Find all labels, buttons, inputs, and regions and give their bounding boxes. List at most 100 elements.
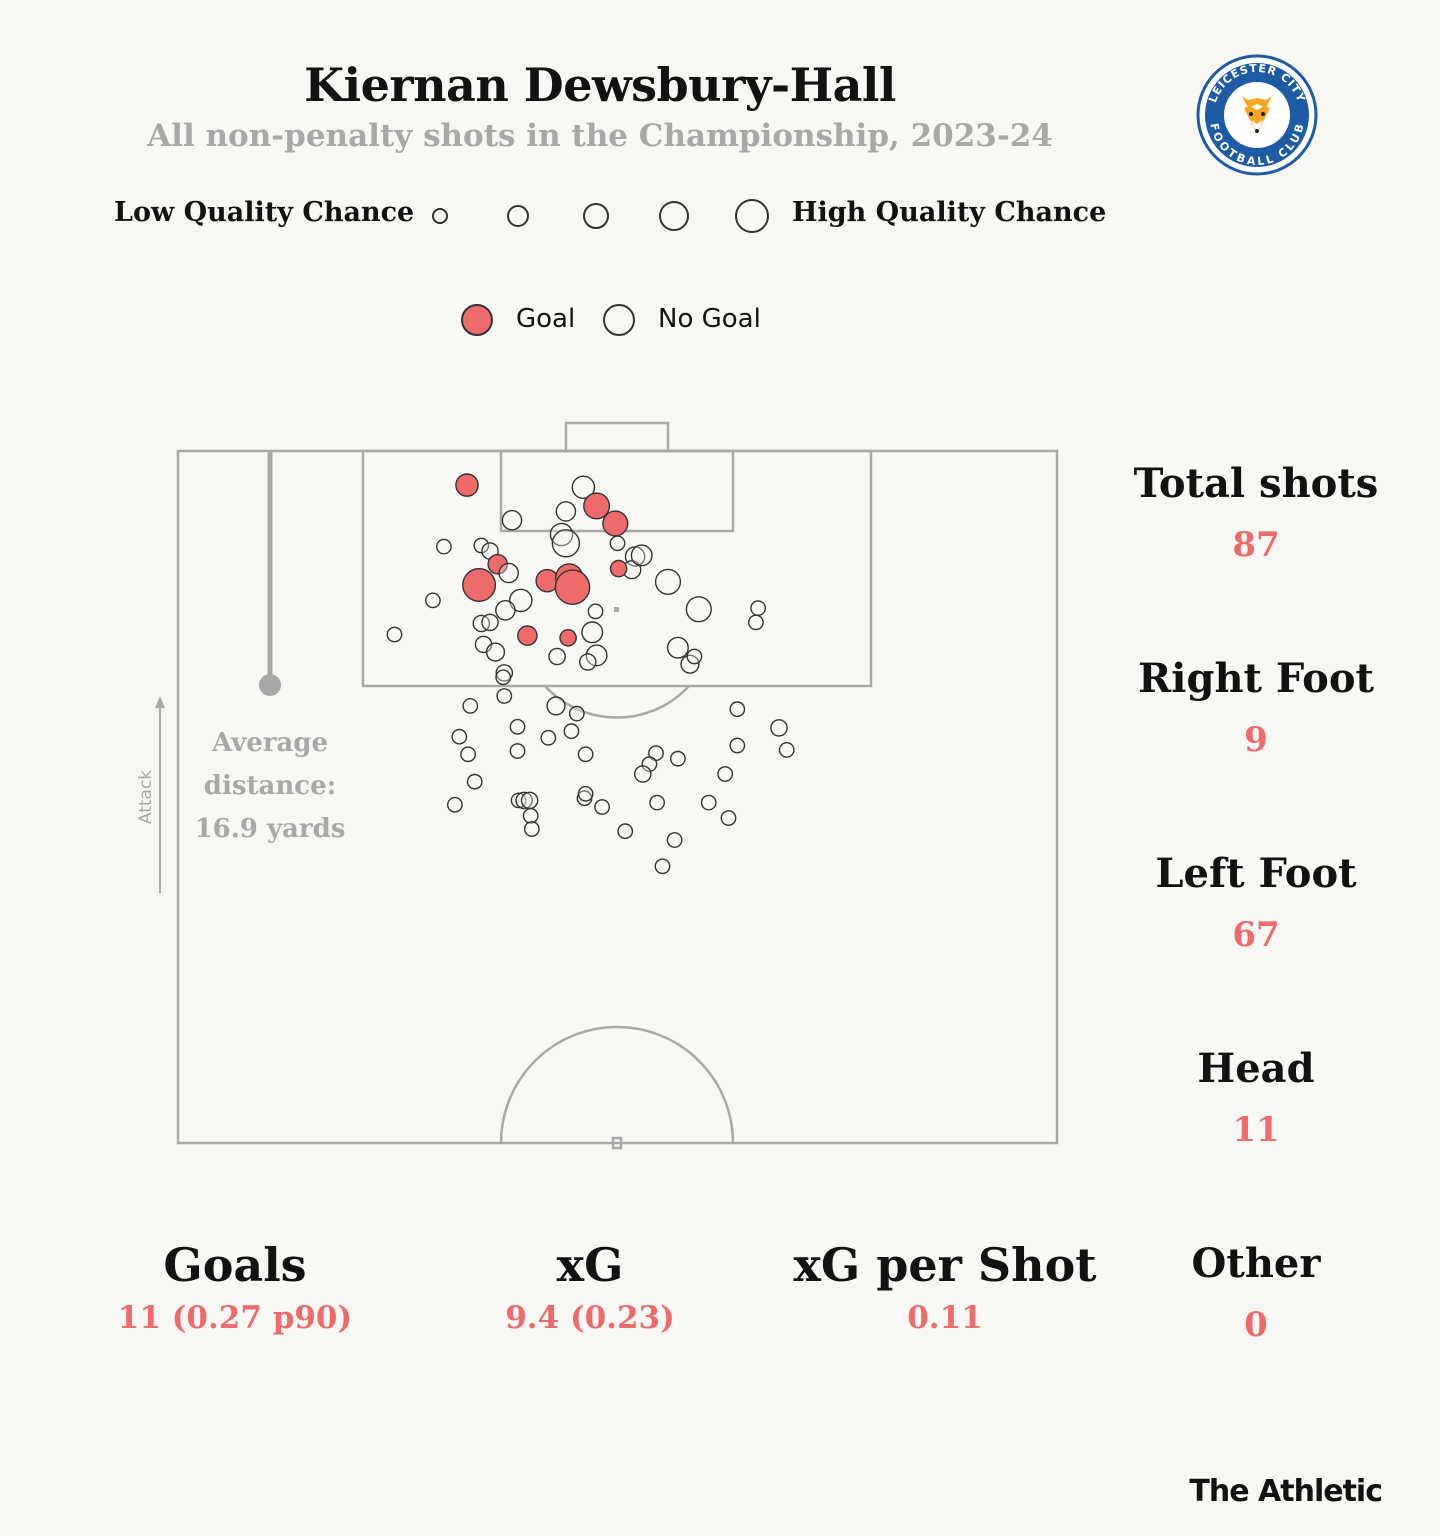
shot-no-goal-64 [466, 773, 483, 790]
shot-no-goal-61 [641, 756, 658, 772]
average-distance-line-1: Average [211, 728, 329, 758]
shot-no-goal-70 [577, 785, 594, 802]
shot-no-goal-44 [496, 688, 513, 704]
stat-head-value: 11 [1232, 1110, 1280, 1150]
shot-no-goal-37 [548, 647, 566, 666]
average-distance-line-2: distance: [203, 771, 337, 801]
shot-no-goal-63 [717, 766, 734, 782]
shot-no-goal-60 [670, 750, 686, 767]
shot-no-goal-67 [515, 791, 533, 810]
attack-arrowhead [155, 696, 165, 708]
shot-no-goal-75 [523, 821, 540, 837]
shot-no-goal-42 [495, 664, 514, 682]
stat-goals-value: 11 (0.27 p90) [117, 1300, 353, 1336]
shot-no-goal-47 [568, 705, 585, 722]
shot-goal-32 [517, 625, 538, 646]
shot-no-goal-38 [585, 644, 608, 667]
shot-no-goal-21 [654, 568, 682, 595]
shot-no-goal-58 [577, 746, 594, 763]
shot-no-goal-24 [495, 600, 516, 621]
shot-goal-19 [554, 569, 591, 606]
size-legend-circle-4 [659, 201, 689, 231]
average-distance-line-3: 16.9 yards [194, 814, 346, 844]
shots-layer [386, 473, 795, 875]
shot-no-goal-52 [729, 701, 746, 718]
shot-goal-14 [487, 553, 509, 575]
stat-total-shots-value: 87 [1232, 525, 1280, 565]
shot-no-goal-71 [594, 799, 610, 815]
shot-no-goal-15 [498, 562, 520, 584]
chart-title: Kiernan Dewsbury-Hall [304, 58, 896, 112]
size-legend-circle-2 [507, 205, 529, 227]
shot-map: Attack [136, 421, 1059, 1150]
stat-right-foot-value: 9 [1244, 720, 1268, 760]
chart-subtitle: All non-penalty shots in the Championshi… [147, 118, 1053, 154]
stat-head-label: Head [1197, 1045, 1315, 1092]
shot-no-goal-49 [563, 723, 580, 740]
shot-no-goal-31 [386, 626, 403, 643]
shot-no-goal-41 [680, 654, 700, 674]
shot-no-goal-46 [546, 696, 566, 716]
average-distance-marker [259, 674, 281, 696]
shot-no-goal-40 [666, 636, 689, 659]
shot-no-goal-81 [609, 535, 626, 552]
centre-circle-arc [499, 1025, 735, 1144]
shot-no-goal-56 [460, 746, 476, 763]
shot-no-goal-53 [770, 719, 788, 737]
shot-no-goal-28 [685, 596, 712, 623]
legend-goal-marker [461, 304, 493, 336]
stat-other-value: 0 [1244, 1305, 1268, 1345]
stat-xg-label: xG [556, 1238, 624, 1292]
shot-no-goal-6 [549, 522, 574, 547]
shot-goal-18 [462, 568, 497, 603]
size-legend-low-label: Low Quality Chance [114, 197, 415, 228]
shot-no-goal-22 [424, 592, 441, 609]
penalty-arc [544, 685, 690, 719]
shot-no-goal-62 [634, 765, 652, 783]
shot-no-goal-79 [654, 858, 671, 875]
shot-no-goal-11 [473, 537, 490, 554]
attack-label: Attack [136, 770, 156, 824]
shot-no-goal-13 [435, 538, 452, 555]
shot-no-goal-57 [509, 743, 526, 759]
shot-no-goal-45 [462, 698, 479, 714]
size-legend-circle-5 [735, 199, 769, 233]
stat-right-foot-label: Right Foot [1138, 655, 1374, 702]
average-distance-label: Average distance: 16.9 yards [180, 722, 360, 851]
stat-xg-value: 9.4 (0.23) [505, 1300, 675, 1336]
shot-no-goal-68 [520, 791, 539, 810]
shot-no-goal-27 [587, 603, 604, 620]
shot-goal-0 [455, 473, 479, 497]
stat-left-foot-label: Left Foot [1155, 850, 1357, 897]
pitch-lines [176, 421, 1059, 1150]
stat-goals-label: Goals [163, 1238, 307, 1292]
shot-goal-3 [602, 510, 629, 537]
shot-no-goal-5 [555, 501, 577, 522]
shot-no-goal-48 [509, 718, 526, 735]
shot-no-goal-51 [540, 729, 557, 746]
shot-no-goal-73 [700, 794, 717, 811]
legend-no-goal-marker [603, 304, 635, 336]
size-legend-high-label: High Quality Chance [792, 197, 1107, 228]
stat-xg-per-shot-label: xG per Shot [793, 1238, 1097, 1292]
shot-no-goal-50 [451, 728, 468, 745]
centre-spot [611, 1136, 623, 1150]
shot-no-goal-65 [446, 796, 463, 813]
club-badge: LEICESTER CITY FOOTBALL CLUB [1196, 54, 1318, 176]
size-legend-circle-3 [583, 203, 609, 229]
shot-no-goal-72 [649, 794, 665, 811]
legend-goal-label: Goal [516, 304, 576, 334]
brand-logo: The Athletic [1189, 1474, 1383, 1509]
shot-goal-2 [583, 492, 611, 520]
size-legend-circle-1 [432, 208, 448, 224]
shot-no-goal-30 [748, 614, 764, 631]
shot-no-goal-1 [571, 475, 596, 500]
shot-no-goal-29 [750, 600, 766, 616]
legend-no-goal-label: No Goal [658, 304, 761, 334]
fox-icon [1242, 96, 1272, 134]
penalty-spot [614, 607, 619, 612]
stat-xg-per-shot-value: 0.11 [907, 1300, 983, 1336]
shot-no-goal-77 [617, 823, 634, 840]
goal-frame [564, 421, 670, 453]
shot-goal-20 [609, 559, 628, 578]
